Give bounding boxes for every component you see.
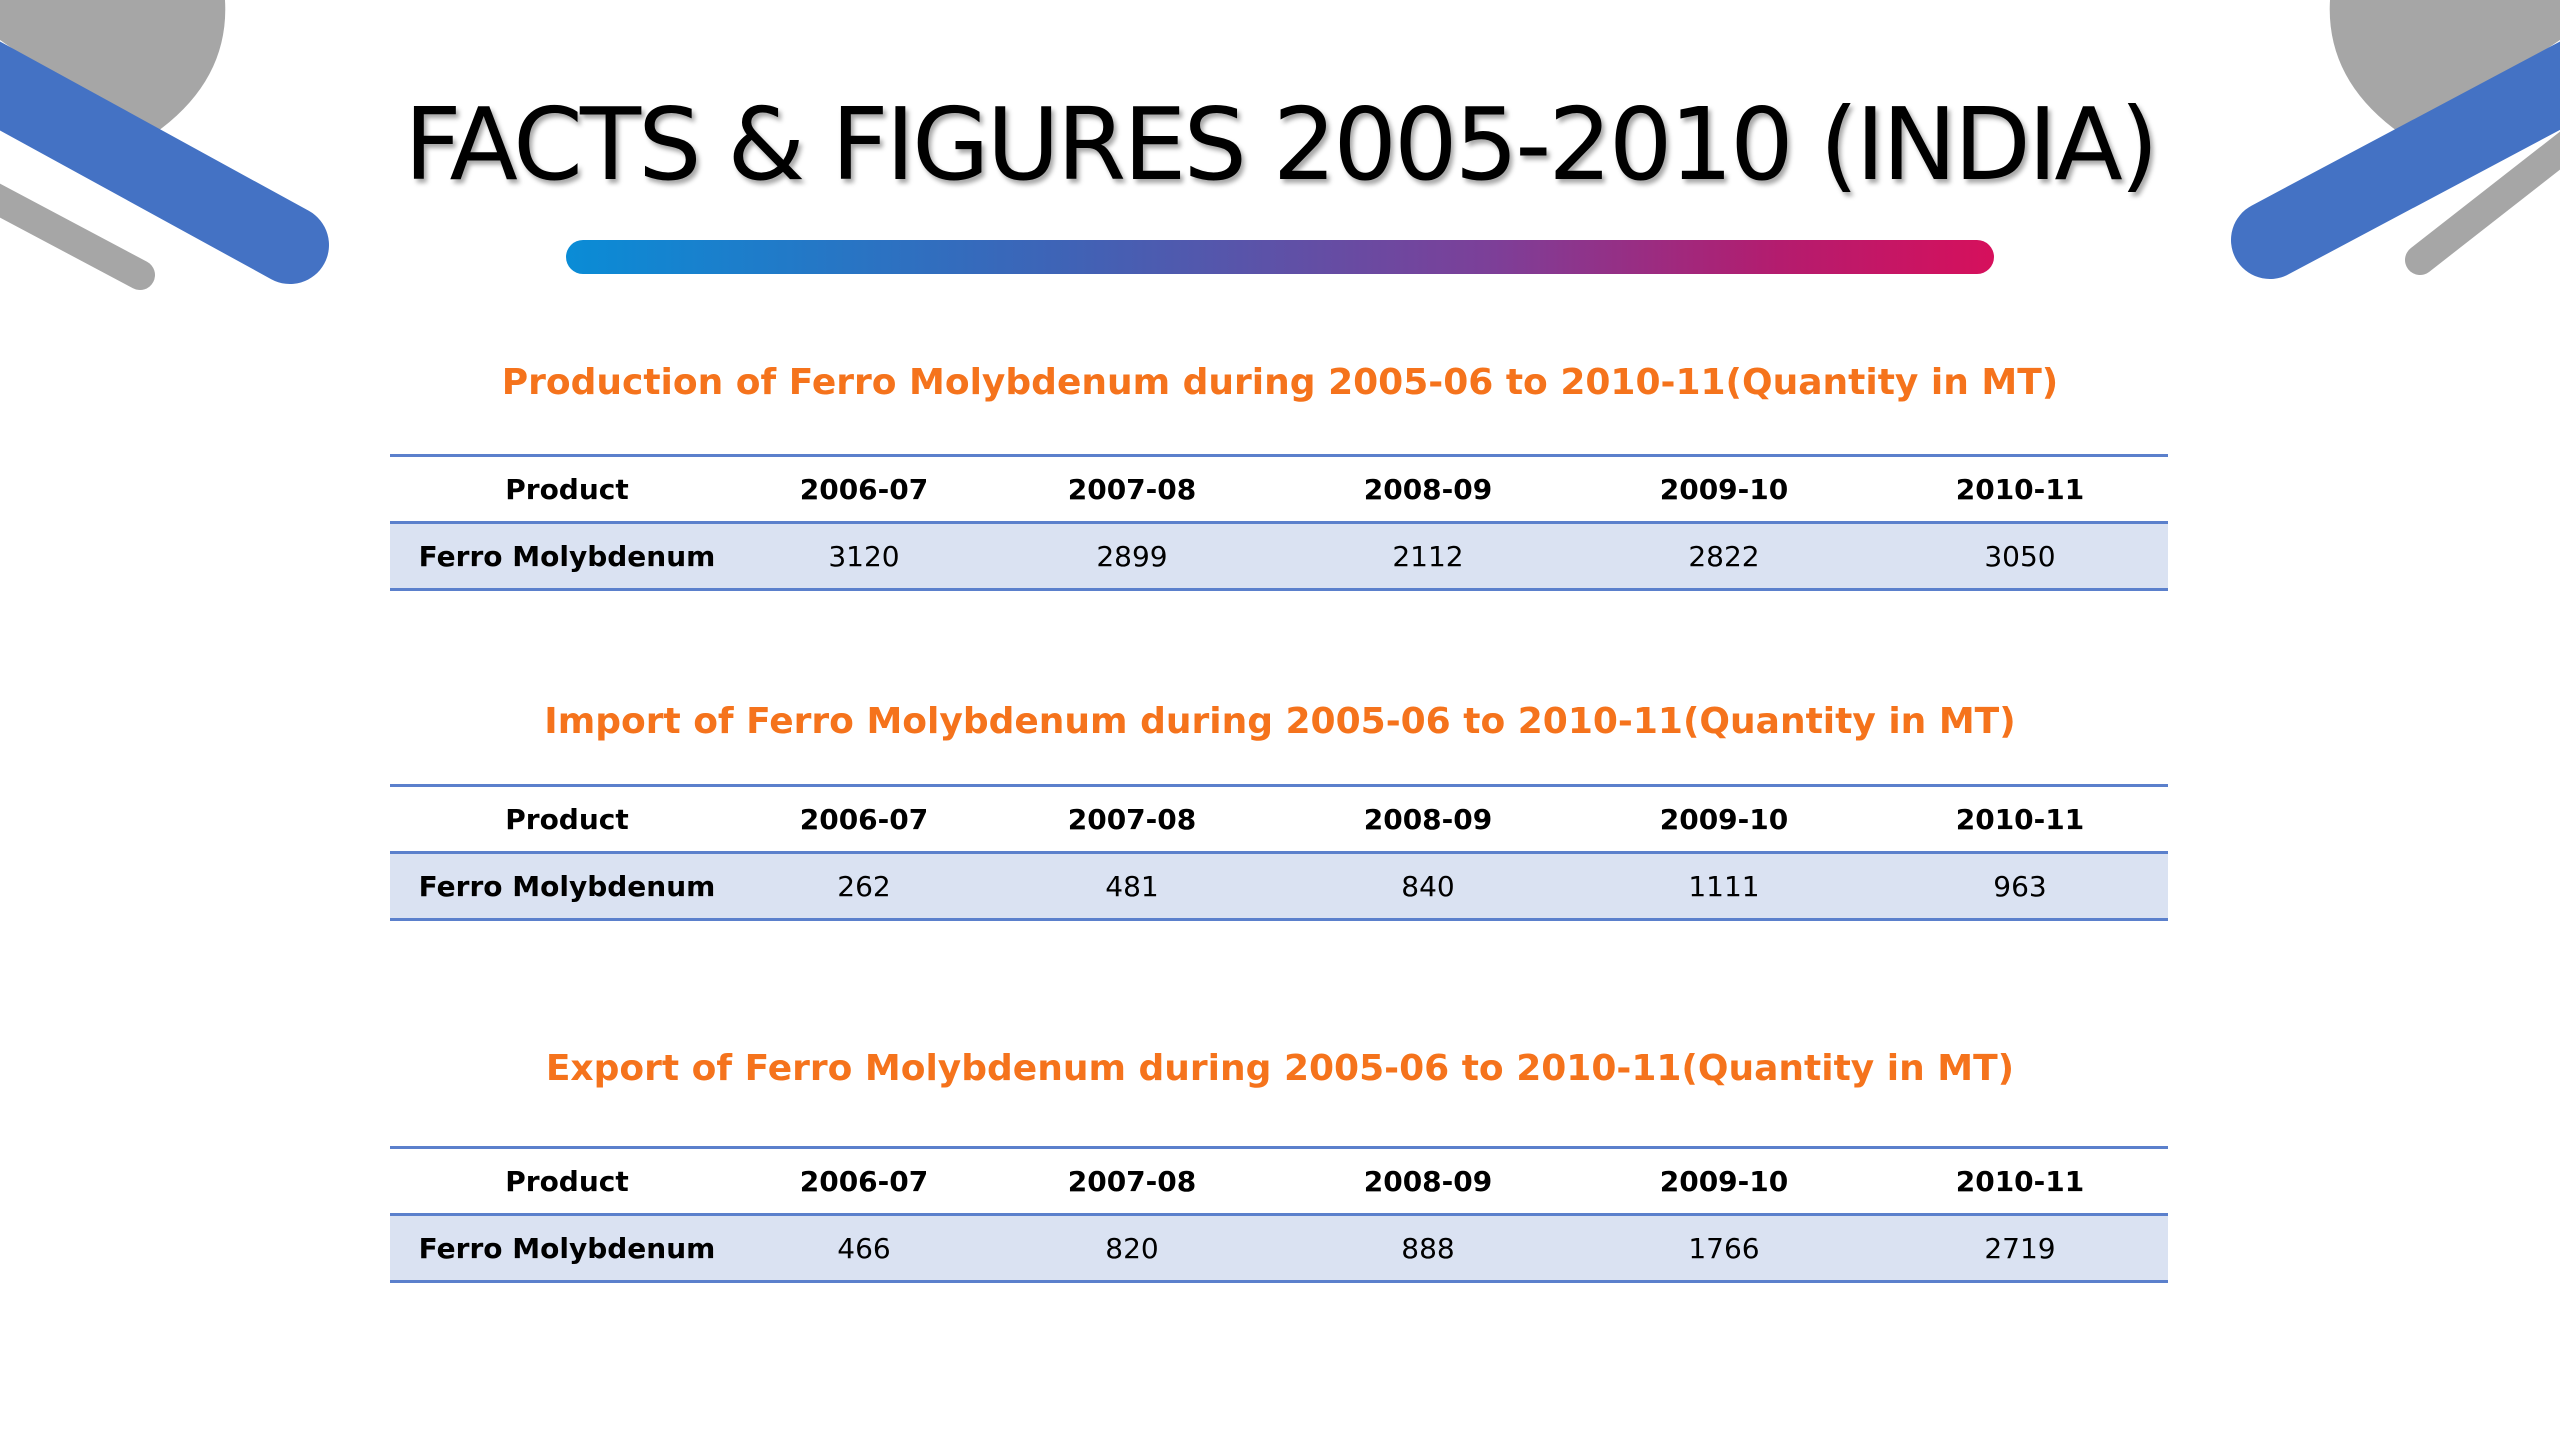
product-cell: Ferro Molybdenum xyxy=(390,852,744,921)
column-header: 2008-09 xyxy=(1280,455,1576,524)
value-cell: 2719 xyxy=(1872,1214,2168,1283)
production-heading: Production of Ferro Molybdenum during 20… xyxy=(501,362,2059,403)
table-header-row: Product 2006-07 2007-08 2008-09 2009-10 … xyxy=(390,455,2168,524)
column-header: 2009-10 xyxy=(1576,455,1872,524)
blue-stripe xyxy=(2231,41,2560,279)
column-header: 2010-11 xyxy=(1872,455,2168,524)
column-header: 2009-10 xyxy=(1576,785,1872,854)
value-cell: 2899 xyxy=(984,522,1280,591)
gray-stripe xyxy=(2405,131,2560,275)
table-row: Ferro Molybdenum 3120 2899 2112 2822 305… xyxy=(390,522,2168,591)
value-cell: 3120 xyxy=(744,522,984,591)
column-header: 2006-07 xyxy=(744,1147,984,1216)
product-cell: Ferro Molybdenum xyxy=(390,1214,744,1283)
value-cell: 840 xyxy=(1280,852,1576,921)
table-header-row: Product 2006-07 2007-08 2008-09 2009-10 … xyxy=(390,785,2168,854)
corner-decoration-left xyxy=(0,0,329,290)
column-header: 2009-10 xyxy=(1576,1147,1872,1216)
value-cell: 888 xyxy=(1280,1214,1576,1283)
value-cell: 2112 xyxy=(1280,522,1576,591)
column-header: 2007-08 xyxy=(984,785,1280,854)
value-cell: 466 xyxy=(744,1214,984,1283)
value-cell: 3050 xyxy=(1872,522,2168,591)
production-table: Product 2006-07 2007-08 2008-09 2009-10 … xyxy=(390,454,2168,591)
column-header: 2008-09 xyxy=(1280,785,1576,854)
column-header: 2010-11 xyxy=(1872,785,2168,854)
slide-title: FACTS & FIGURES 2005-2010 (INDIA) xyxy=(404,86,2159,203)
table-row: Ferro Molybdenum 262 481 840 1111 963 xyxy=(390,852,2168,921)
column-header: 2006-07 xyxy=(744,785,984,854)
import-heading: Import of Ferro Molybdenum during 2005-0… xyxy=(544,701,2016,742)
value-cell: 262 xyxy=(744,852,984,921)
column-header: 2007-08 xyxy=(984,1147,1280,1216)
column-header: Product xyxy=(390,785,744,854)
value-cell: 481 xyxy=(984,852,1280,921)
table-header-row: Product 2006-07 2007-08 2008-09 2009-10 … xyxy=(390,1147,2168,1216)
column-header: 2010-11 xyxy=(1872,1147,2168,1216)
value-cell: 2822 xyxy=(1576,522,1872,591)
column-header: Product xyxy=(390,1147,744,1216)
export-table: Product 2006-07 2007-08 2008-09 2009-10 … xyxy=(390,1146,2168,1283)
blue-stripe xyxy=(0,41,329,284)
column-header: Product xyxy=(390,455,744,524)
column-header: 2008-09 xyxy=(1280,1147,1576,1216)
export-heading: Export of Ferro Molybdenum during 2005-0… xyxy=(545,1048,2015,1089)
value-cell: 1766 xyxy=(1576,1214,1872,1283)
gray-arc-shape xyxy=(2329,0,2560,140)
value-cell: 1111 xyxy=(1576,852,1872,921)
value-cell: 820 xyxy=(984,1214,1280,1283)
product-cell: Ferro Molybdenum xyxy=(390,522,744,591)
column-header: 2007-08 xyxy=(984,455,1280,524)
title-underline-gradient-bar xyxy=(566,240,1994,274)
import-table: Product 2006-07 2007-08 2008-09 2009-10 … xyxy=(390,784,2168,921)
gray-stripe xyxy=(0,183,155,290)
table-row: Ferro Molybdenum 466 820 888 1766 2719 xyxy=(390,1214,2168,1283)
value-cell: 963 xyxy=(1872,852,2168,921)
corner-decoration-right xyxy=(2231,0,2560,279)
column-header: 2006-07 xyxy=(744,455,984,524)
gray-arc-shape xyxy=(0,0,226,140)
